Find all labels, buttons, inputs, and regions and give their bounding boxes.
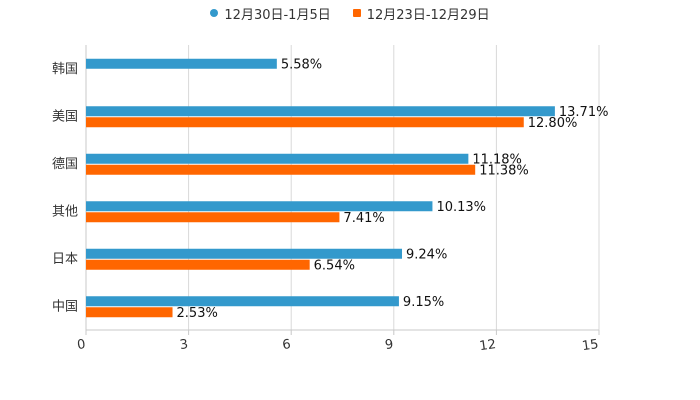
legend-marker-series-2 — [352, 9, 361, 17]
data-label: 5.58% — [281, 57, 322, 72]
data-label: 2.53% — [177, 306, 218, 321]
legend-item-series-1[interactable]: 12月30日-1月5日 — [210, 4, 331, 23]
legend-label-series-1: 12月30日-1月5日 — [224, 7, 331, 23]
data-label: 6.54% — [314, 258, 355, 273]
y-category-label: 德国 — [52, 157, 78, 172]
bar-series-1 — [86, 201, 433, 212]
data-label: 9.15% — [403, 295, 444, 310]
data-label: 11.18% — [472, 152, 522, 167]
y-category-label: 中国 — [52, 299, 78, 314]
bar-series-2 — [86, 307, 173, 318]
x-tick-label: 12 — [478, 337, 496, 354]
legend-marker-series-1 — [210, 9, 219, 17]
data-label: 10.13% — [436, 200, 486, 215]
bar-series-2 — [86, 117, 524, 128]
x-tick-label: 6 — [281, 337, 291, 353]
bar-series-2 — [86, 164, 476, 175]
bar-series-2 — [86, 212, 340, 223]
legend-item-series-2[interactable]: 12月23日-12月29日 — [352, 4, 490, 23]
y-category-label: 美国 — [52, 109, 78, 124]
data-label: 12.80% — [528, 116, 578, 131]
x-tick-label: 15 — [581, 337, 599, 354]
data-label: 7.41% — [343, 211, 384, 226]
data-label: 13.71% — [559, 105, 609, 120]
bar-series-1 — [86, 106, 555, 117]
x-tick-label: 9 — [384, 337, 394, 353]
y-category-label: 韩国 — [52, 62, 78, 77]
bar-series-1 — [86, 296, 399, 307]
x-tick-label: 3 — [179, 337, 189, 353]
x-tick-label: 0 — [76, 337, 86, 353]
bar-series-1 — [86, 153, 469, 164]
bar-series-1 — [86, 58, 277, 69]
bar-series-2 — [86, 259, 310, 270]
legend: 12月30日-1月5日 12月23日-12月29日 — [0, 4, 700, 23]
legend-label-series-2: 12月23日-12月29日 — [366, 7, 490, 23]
y-category-label: 其他 — [52, 204, 78, 219]
data-label: 11.38% — [479, 163, 529, 178]
data-label: 9.24% — [406, 247, 447, 262]
bar-series-1 — [86, 248, 403, 259]
y-category-label: 日本 — [52, 252, 78, 267]
